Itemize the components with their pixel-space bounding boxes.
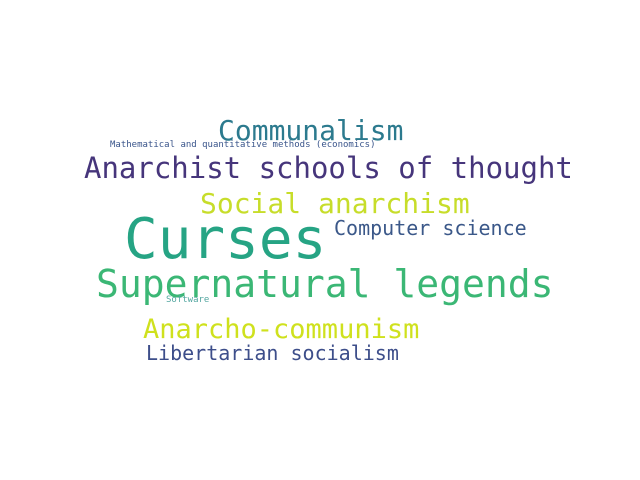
word-computer-science: Computer science [334,216,527,240]
word-social-anarchism: Social anarchism [200,187,470,220]
word-communalism: Communalism [218,114,404,147]
word-curses: Curses [124,207,327,272]
word-anarcho-communism: Anarcho-communism [143,314,420,345]
word-mathematical-and-quantitative-methods: Mathematical and quantitative methods (e… [110,140,376,150]
word-software: Software [166,295,210,305]
word-anarchist-schools-of-thought: Anarchist schools of thought [84,151,573,185]
word-libertarian-socialism: Libertarian socialism [146,341,399,365]
word-supernatural-legends: Supernatural legends [96,262,554,306]
